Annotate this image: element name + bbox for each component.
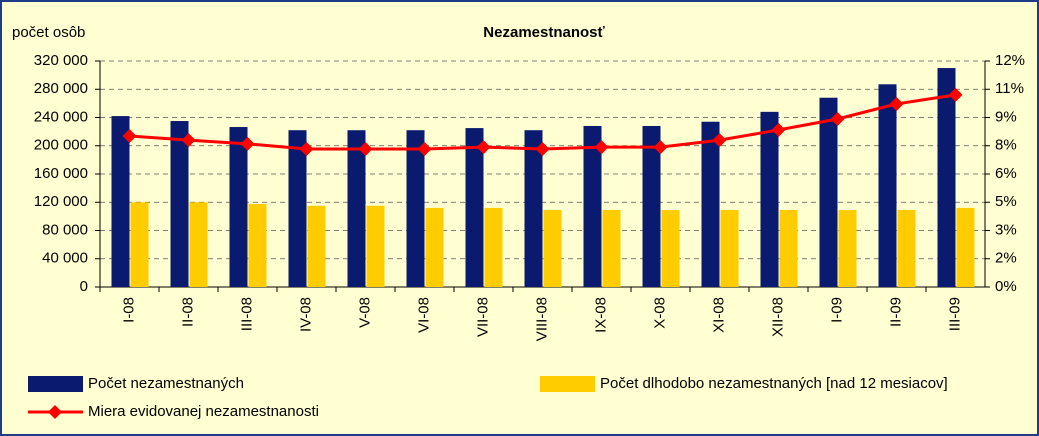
x-tick-label: X-08 (651, 297, 668, 329)
y2-tick-label: 8% (995, 137, 1017, 154)
line-marker (476, 140, 491, 155)
bar (897, 210, 916, 287)
x-tick-label: IX-08 (592, 297, 609, 333)
bar (170, 121, 189, 287)
bar (701, 121, 720, 287)
bar (661, 210, 680, 287)
bar (956, 207, 975, 287)
bar (642, 125, 661, 287)
y-tick-label: 200 000 (34, 137, 88, 154)
bar (819, 97, 838, 287)
bar (878, 84, 897, 288)
line-marker (535, 141, 550, 156)
line-marker (771, 122, 786, 137)
y-tick-label: 40 000 (42, 250, 88, 267)
y-tick-label: 0 (80, 278, 88, 295)
bar (720, 210, 739, 287)
line-marker (830, 112, 845, 127)
legend-swatch (48, 405, 62, 419)
bar (524, 130, 543, 287)
x-tick-label: III-09 (946, 297, 963, 331)
x-tick-label: I-08 (120, 297, 137, 323)
y-tick-label: 160 000 (34, 165, 88, 182)
bar (248, 204, 267, 287)
bar (937, 68, 956, 287)
line-marker (653, 140, 668, 155)
y2-tick-label: 5% (995, 193, 1017, 210)
bar (425, 207, 444, 287)
y2-tick-label: 3% (995, 221, 1017, 238)
bar (130, 202, 149, 287)
x-tick-label: XI-08 (710, 297, 727, 333)
bar (583, 125, 602, 287)
bar (347, 130, 366, 287)
line-marker (358, 141, 373, 156)
bar (307, 205, 326, 287)
bar (779, 210, 798, 287)
bar (189, 202, 208, 287)
chart-title: Nezamestnanosť (483, 24, 605, 41)
line-marker (240, 136, 255, 151)
y2-tick-label: 0% (995, 278, 1017, 295)
y2-tick-label: 6% (995, 165, 1017, 182)
bar (484, 207, 503, 287)
y-axis-label: počet osôb (12, 24, 85, 41)
x-tick-label: II-08 (179, 297, 196, 327)
line-marker (948, 87, 963, 102)
y-tick-label: 80 000 (42, 221, 88, 238)
line-marker (417, 141, 432, 156)
y-tick-label: 240 000 (34, 108, 88, 125)
legend-label: Miera evidovanej nezamestnanosti (88, 403, 319, 420)
bar (602, 210, 621, 287)
x-tick-label: VI-08 (415, 297, 432, 333)
x-tick-label: III-08 (238, 297, 255, 331)
line-marker (181, 133, 196, 148)
line-marker (122, 128, 137, 143)
x-tick-label: VIII-08 (533, 297, 550, 341)
x-tick-label: I-09 (828, 297, 845, 323)
y2-tick-label: 9% (995, 108, 1017, 125)
bar (543, 210, 562, 287)
x-tick-label: II-09 (887, 297, 904, 327)
legend-label: Počet dlhodobo nezamestnaných [nad 12 me… (600, 375, 948, 392)
legend-swatch (28, 376, 83, 392)
bar (111, 116, 130, 288)
y-tick-label: 120 000 (34, 193, 88, 210)
x-tick-label: XII-08 (769, 297, 786, 337)
y2-tick-label: 12% (995, 52, 1025, 69)
y-tick-label: 280 000 (34, 80, 88, 97)
x-tick-label: V-08 (356, 297, 373, 328)
y2-tick-label: 2% (995, 250, 1017, 267)
bar (465, 128, 484, 287)
line-marker (594, 140, 609, 155)
y2-tick-label: 11% (995, 80, 1024, 97)
legend-swatch (540, 376, 595, 392)
bar (366, 205, 385, 287)
bar (838, 210, 857, 287)
y-tick-label: 320 000 (34, 52, 88, 69)
line-marker (712, 133, 727, 148)
bar (288, 130, 307, 287)
line-marker (299, 141, 314, 156)
x-tick-label: VII-08 (474, 297, 491, 337)
x-tick-label: IV-08 (297, 297, 314, 332)
legend-label: Počet nezamestnaných (88, 375, 244, 392)
bar (760, 111, 779, 287)
bar (229, 127, 248, 287)
bar (406, 130, 425, 287)
line-marker (889, 96, 904, 111)
